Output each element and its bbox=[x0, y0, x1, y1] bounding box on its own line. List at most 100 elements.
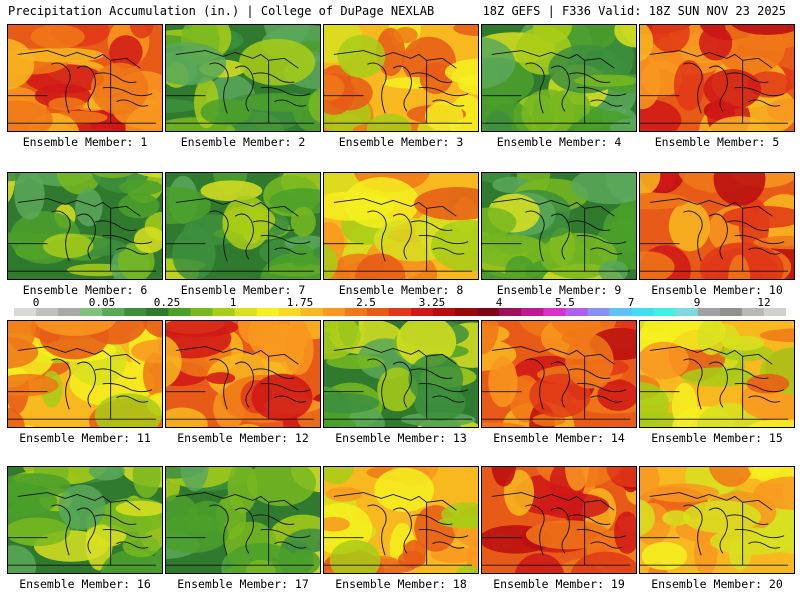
ensemble-map-panel[interactable] bbox=[639, 466, 795, 574]
scale-swatch bbox=[212, 308, 236, 316]
precip-map bbox=[640, 467, 794, 573]
coastline-border bbox=[568, 368, 611, 379]
coastline-border bbox=[683, 504, 703, 556]
precip-blob bbox=[180, 467, 209, 492]
coastline-border bbox=[8, 208, 157, 272]
ensemble-map-panel[interactable] bbox=[481, 172, 637, 280]
ensemble-map-panel[interactable] bbox=[639, 172, 795, 280]
scale-swatch bbox=[499, 308, 522, 316]
ensemble-map-panel[interactable] bbox=[165, 320, 321, 428]
precip-blob bbox=[58, 484, 106, 530]
coastline-border bbox=[274, 247, 307, 255]
coastline-border bbox=[482, 208, 631, 272]
scale-tick-label: 7 bbox=[627, 296, 635, 309]
precip-blob bbox=[131, 339, 162, 364]
precip-blob bbox=[466, 537, 478, 573]
ensemble-map-panel[interactable] bbox=[7, 320, 163, 428]
precip-blob bbox=[8, 545, 37, 573]
ensemble-member-label: Ensemble Member: 16 bbox=[19, 577, 151, 591]
ensemble-member-label: Ensemble Member: 4 bbox=[496, 135, 622, 149]
valid-time: 18Z GEFS | F336 Valid: 18Z SUN NOV 23 20… bbox=[482, 4, 786, 18]
ensemble-map-panel[interactable] bbox=[7, 466, 163, 574]
coastline-border bbox=[116, 541, 149, 549]
precip-blob bbox=[532, 25, 572, 43]
coastline-border bbox=[324, 502, 473, 566]
coastline-border bbox=[550, 65, 570, 112]
precip-blob bbox=[485, 110, 512, 131]
scale-swatch bbox=[411, 308, 434, 316]
page-title: Precipitation Accumulation (in.) | Colle… bbox=[8, 4, 435, 18]
coastline-border bbox=[568, 514, 611, 525]
precip-blob bbox=[640, 173, 661, 196]
precip-map bbox=[482, 25, 636, 131]
scale-swatch bbox=[543, 308, 566, 316]
ensemble-member-label: Ensemble Member: 13 bbox=[335, 431, 467, 445]
coastline-border bbox=[649, 346, 773, 365]
scale-swatch bbox=[190, 308, 214, 316]
scale-swatch bbox=[741, 308, 765, 316]
coastline-border bbox=[392, 65, 412, 112]
precip-blob bbox=[142, 321, 162, 338]
precip-map bbox=[324, 321, 478, 427]
scale-tick-label: 1.75 bbox=[286, 296, 314, 309]
precip-blob bbox=[603, 205, 636, 253]
precip-blob bbox=[570, 551, 636, 573]
ensemble-member-label: Ensemble Member: 10 bbox=[651, 283, 783, 297]
ensemble-map-panel[interactable] bbox=[481, 24, 637, 132]
coastline-border bbox=[410, 368, 453, 379]
coastline-border bbox=[17, 50, 141, 69]
coastline-border bbox=[234, 65, 254, 112]
ensemble-map-panel[interactable] bbox=[639, 320, 795, 428]
precip-blob bbox=[326, 354, 385, 369]
precip-blob bbox=[565, 467, 589, 491]
ensemble-member-label: Ensemble Member: 3 bbox=[338, 135, 464, 149]
precip-blob bbox=[482, 36, 516, 89]
coastline-border bbox=[166, 502, 315, 566]
ensemble-map-panel[interactable] bbox=[165, 24, 321, 132]
ensemble-map-panel[interactable] bbox=[165, 466, 321, 574]
coastline-border bbox=[94, 368, 137, 379]
coastline-border bbox=[274, 541, 307, 549]
precip-blob bbox=[324, 321, 361, 360]
coastline-border bbox=[392, 507, 412, 554]
ensemble-map-panel[interactable] bbox=[7, 24, 163, 132]
precip-blob bbox=[697, 321, 726, 356]
precip-blob bbox=[8, 473, 71, 498]
coastline-border bbox=[410, 514, 453, 525]
precip-map bbox=[640, 173, 794, 279]
ensemble-map-panel[interactable] bbox=[639, 24, 795, 132]
precip-blob bbox=[682, 500, 761, 534]
coastline-border bbox=[116, 395, 149, 403]
precip-blob bbox=[88, 467, 125, 481]
precip-blob bbox=[8, 517, 71, 547]
coastline-border bbox=[525, 210, 545, 262]
precip-blob bbox=[699, 25, 733, 61]
coastline-border bbox=[252, 72, 295, 83]
precip-blob bbox=[142, 352, 162, 396]
precip-blob bbox=[115, 500, 162, 517]
coastline-border bbox=[209, 210, 229, 262]
precip-blob bbox=[34, 321, 116, 337]
ensemble-member-label: Ensemble Member: 8 bbox=[338, 283, 464, 297]
precip-blob bbox=[166, 515, 229, 553]
ensemble-member-label: Ensemble Member: 17 bbox=[177, 577, 309, 591]
scale-swatch bbox=[168, 308, 191, 316]
ensemble-map-panel[interactable] bbox=[165, 172, 321, 280]
ensemble-map-panel[interactable] bbox=[323, 320, 479, 428]
scale-tick-label: 9 bbox=[693, 296, 701, 309]
coastline-border bbox=[525, 358, 545, 410]
ensemble-map-panel[interactable] bbox=[323, 172, 479, 280]
precip-blob bbox=[414, 187, 478, 221]
coastline-border bbox=[8, 502, 157, 566]
ensemble-map-panel[interactable] bbox=[481, 320, 637, 428]
precip-blob bbox=[455, 564, 478, 573]
ensemble-map-panel[interactable] bbox=[323, 24, 479, 132]
precip-blob bbox=[419, 62, 453, 95]
coastline-border bbox=[568, 220, 611, 231]
precip-blob bbox=[398, 550, 426, 569]
ensemble-map-panel[interactable] bbox=[323, 466, 479, 574]
precip-blob bbox=[681, 367, 758, 387]
ensemble-map-panel[interactable] bbox=[481, 466, 637, 574]
coastline-border bbox=[333, 346, 457, 365]
ensemble-map-panel[interactable] bbox=[7, 172, 163, 280]
